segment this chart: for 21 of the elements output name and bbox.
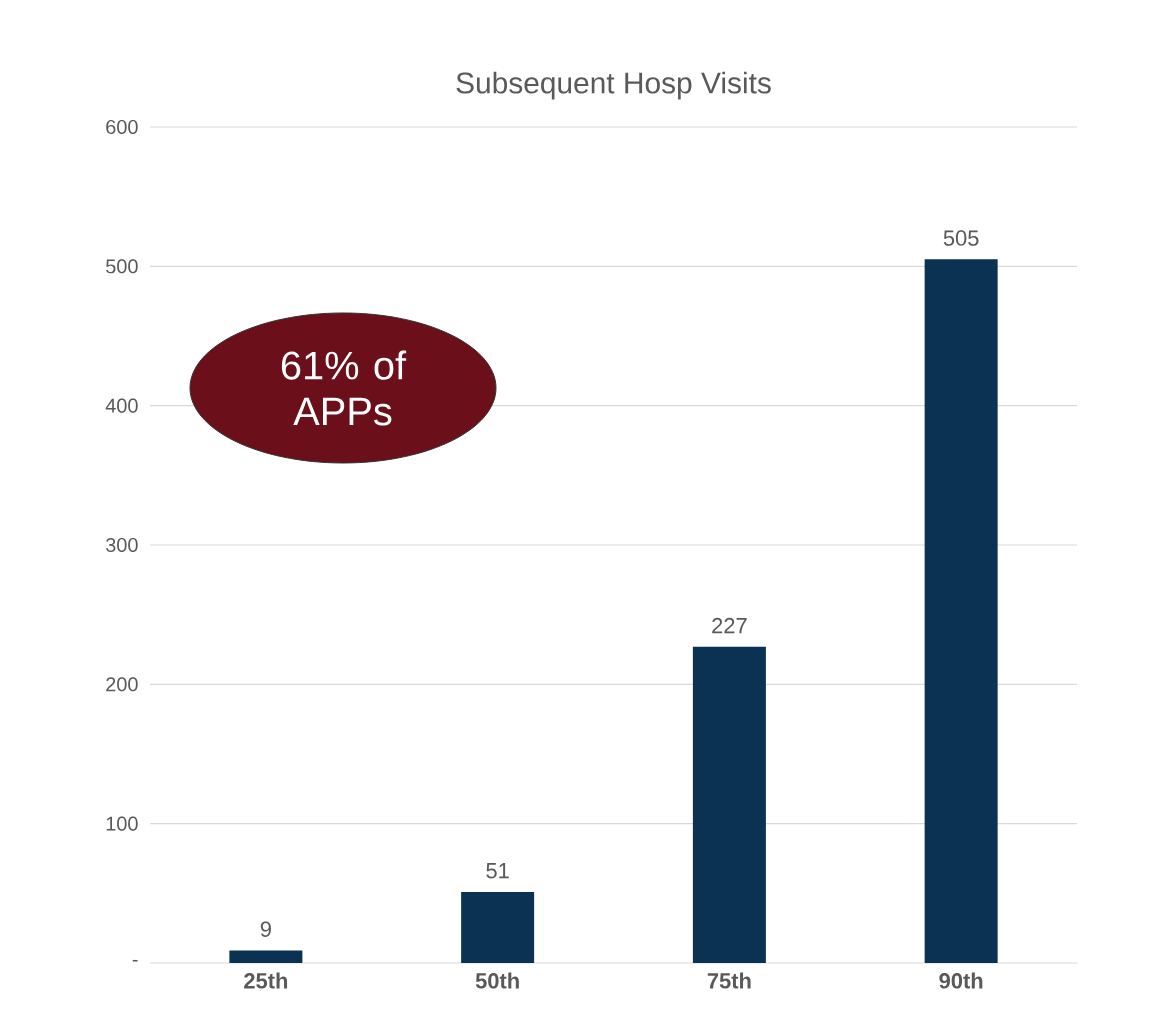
y-tick-label: 500 — [106, 259, 138, 274]
y-tick-label: 600 — [106, 119, 138, 135]
y-tick-label: 100 — [106, 816, 138, 831]
x-tick-label: 90th — [939, 972, 983, 989]
data-label: 9 — [260, 921, 271, 937]
x-tick-label: 25th — [244, 972, 288, 989]
data-label: 51 — [486, 863, 509, 879]
y-tick-label: 400 — [105, 398, 138, 413]
bar — [924, 259, 998, 963]
annotation: 61% of APPs — [281, 350, 407, 426]
x-tick-label: 50th — [475, 972, 519, 989]
bar — [229, 950, 303, 963]
y-tick-label: 300 — [106, 537, 138, 553]
x-tick-label: 75th — [707, 972, 751, 989]
y-tick-label: 200 — [106, 677, 138, 692]
bar — [692, 646, 766, 963]
bar — [461, 891, 535, 963]
data-label: 227 — [712, 617, 747, 634]
y-tick-label: - — [132, 959, 138, 962]
data-label: 505 — [943, 230, 979, 246]
chart-title: Subsequent Hosp Visits — [456, 71, 771, 100]
